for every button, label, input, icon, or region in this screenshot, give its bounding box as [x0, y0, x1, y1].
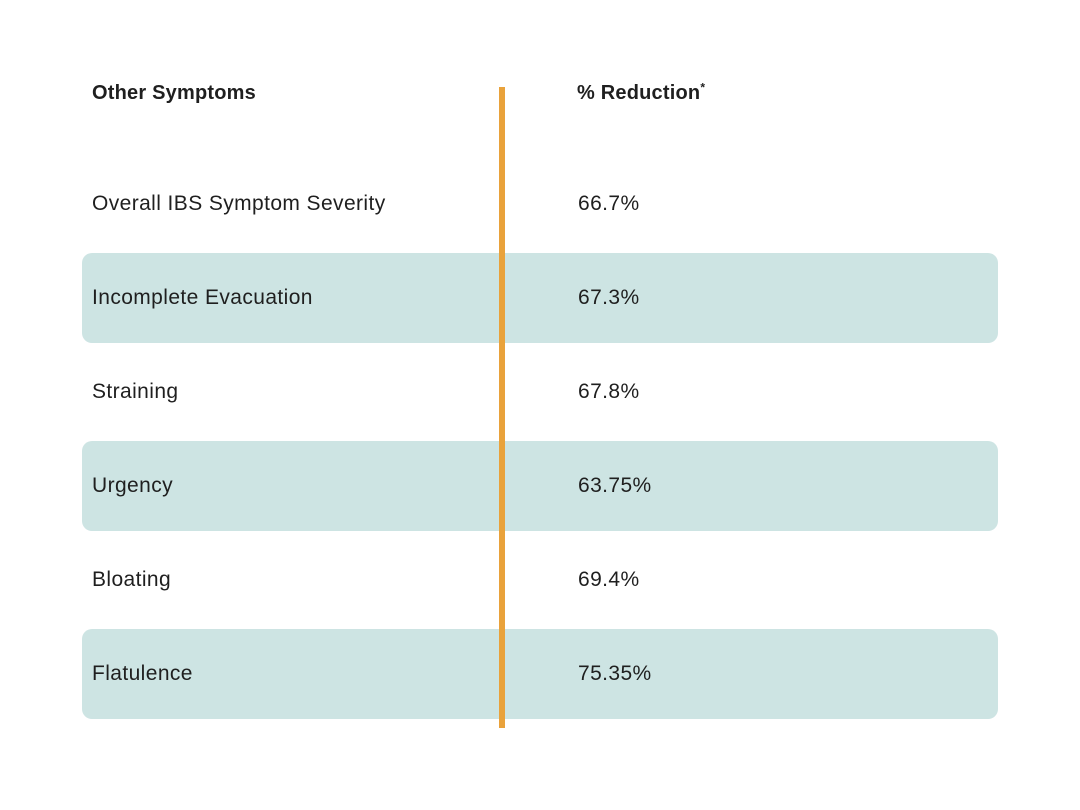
reduction-value: 66.7% [578, 192, 640, 215]
reduction-value: 63.75% [578, 474, 652, 497]
symptom-label: Urgency [92, 474, 173, 497]
table-row: Overall IBS Symptom Severity 66.7% [82, 159, 998, 249]
table-header: Other Symptoms % Reduction* [0, 80, 1080, 112]
reduction-value: 67.8% [578, 380, 640, 403]
table-rows: Overall IBS Symptom Severity 66.7% Incom… [82, 159, 998, 719]
table-row: Urgency 63.75% [82, 441, 998, 531]
table-row: Incomplete Evacuation 67.3% [82, 253, 998, 343]
header-percent-reduction: % Reduction* [577, 80, 706, 105]
reduction-value: 69.4% [578, 568, 640, 591]
symptom-label: Straining [92, 380, 179, 403]
symptom-label: Bloating [92, 568, 172, 591]
symptom-label: Flatulence [92, 662, 193, 685]
header-other-symptoms: Other Symptoms [92, 82, 256, 104]
table-row: Straining 67.8% [82, 347, 998, 437]
table-row: Bloating 69.4% [82, 535, 998, 625]
symptom-label: Overall IBS Symptom Severity [92, 192, 386, 215]
header-percent-reduction-label: % Reduction [577, 82, 701, 104]
vertical-divider-line [499, 87, 505, 728]
reduction-value: 75.35% [578, 662, 652, 685]
table-row: Flatulence 75.35% [82, 629, 998, 719]
symptom-label: Incomplete Evacuation [92, 286, 313, 309]
footnote-asterisk: * [700, 80, 706, 95]
reduction-value: 67.3% [578, 286, 640, 309]
